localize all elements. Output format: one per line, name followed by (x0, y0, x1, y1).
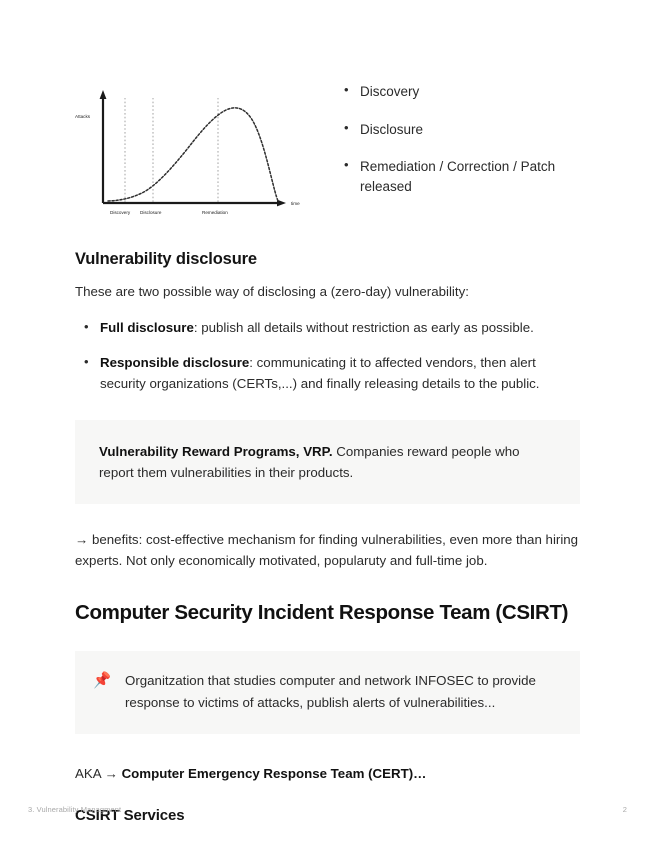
top-section: Attacks time Discovery Disclosure Remedi… (0, 72, 655, 232)
bullet-text: Remediation / Correction / Patch release… (360, 159, 556, 194)
page-title-vulnerability-disclosure: Vulnerability disclosure (75, 250, 257, 268)
chart-y-axis (99, 90, 107, 203)
callout-text: Organitzation that studies computer and … (125, 673, 536, 710)
chart-marker-lines (124, 98, 219, 202)
chart-curve (107, 107, 279, 202)
list-item: Discovery (338, 81, 588, 102)
footer-page-number: 2 (622, 805, 627, 814)
term-label: Full disclosure (100, 319, 194, 335)
list-item: Disclosure (338, 119, 588, 140)
vulnerability-lifecycle-figure: Attacks time Discovery Disclosure Remedi… (72, 72, 317, 227)
spacer (75, 734, 580, 764)
document-body: Vulnerability disclosure These are two p… (75, 250, 580, 824)
callout-csirt-definition: 📌 Organitzation that studies computer an… (75, 651, 580, 734)
spacer (75, 504, 580, 530)
chart-x-axis (103, 199, 286, 207)
aka-prefix: AKA → (75, 765, 122, 781)
benefits-paragraph: → benefits: cost-effective mechanism for… (75, 532, 579, 568)
aka-line: AKA → Computer Emergency Response Team (… (75, 764, 580, 785)
chart-y-label: Attacks (75, 114, 91, 119)
spacer (75, 785, 580, 807)
callout-term: Vulnerability Reward Programs, VRP. (99, 443, 333, 459)
aka-bold-text: Computer Emergency Response Team (CERT)… (121, 765, 427, 781)
term-description: publish all details without restriction … (201, 319, 534, 335)
spacer (75, 394, 580, 420)
chart-marker-label-disclosure: Disclosure (140, 210, 162, 215)
chart-x-label: time (291, 201, 300, 206)
chart-marker-label-discovery: Discovery (110, 210, 131, 215)
term-label: Responsible disclosure (100, 354, 250, 370)
page-title-csirt: Computer Security Incident Response Team… (75, 601, 569, 625)
spacer (75, 571, 580, 601)
disclosure-types-list: Full disclosure: publish all details wit… (75, 317, 580, 394)
lifecycle-bullet-list: Discovery Disclosure Remediation / Corre… (338, 81, 588, 196)
list-item: Responsible disclosure: communicating it… (75, 352, 580, 394)
bullet-text: Discovery (360, 84, 420, 99)
page-title-csirt-services: CSIRT Services (75, 806, 185, 824)
disclosure-intro-paragraph: These are two possible way of disclosing… (75, 284, 469, 299)
callout-text: Companies reward people who report them … (99, 443, 520, 480)
chart-marker-label-remediation: Remediation (202, 210, 228, 215)
spacer (75, 625, 580, 651)
term-separator: : (193, 319, 202, 335)
list-item: Remediation / Correction / Patch release… (338, 156, 588, 196)
pushpin-icon: 📌 (92, 671, 113, 691)
list-item: Full disclosure: publish all details wit… (75, 317, 580, 338)
page-footer: 3. Vulnerability Managment 2 (28, 805, 627, 814)
term-separator: : (249, 354, 257, 370)
bullet-text: Disclosure (360, 121, 424, 137)
term-description: communicating it to affected vendors, th… (100, 354, 540, 391)
footer-chapter-label: 3. Vulnerability Managment (28, 805, 122, 814)
callout-vrp: Vulnerability Reward Programs, VRP. Comp… (75, 419, 580, 505)
